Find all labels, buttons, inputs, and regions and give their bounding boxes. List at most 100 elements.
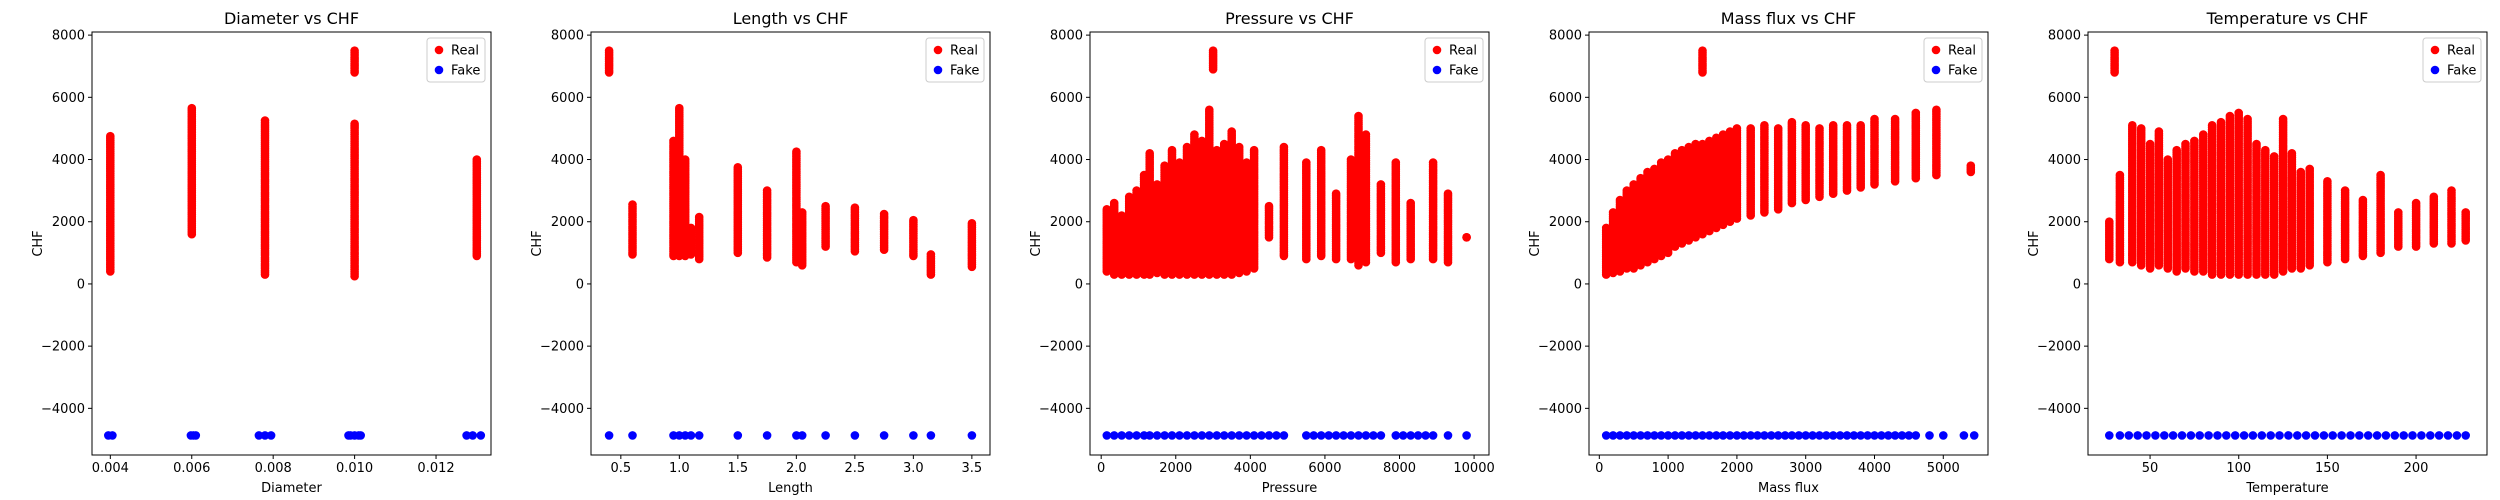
real-point [694,212,704,222]
y-tick-label: 0 [77,277,85,292]
fake-point [1780,431,1790,440]
real-point [1705,136,1714,146]
fake-point [1746,431,1755,440]
legend-marker [434,45,444,55]
fake-point [1124,431,1134,440]
fake-point [356,431,366,440]
y-tick-label: −4000 [1538,402,1582,417]
real-point [1932,105,1941,115]
real-point [2190,136,2199,146]
real-point [1152,180,1162,189]
fake-point [1849,431,1859,440]
real-point [1911,108,1921,118]
fake-point [1753,431,1762,440]
points [1102,46,1471,440]
fake-point [1643,431,1652,440]
real-point [1124,192,1134,202]
real-point [1608,208,1618,217]
y-tick-label: 8000 [52,29,85,44]
fake-point [1406,431,1415,440]
y-tick-label: −4000 [41,402,85,417]
legend-label: Real [950,44,978,59]
fake-point [1725,431,1735,440]
real-point [1725,127,1735,136]
fake-point [1877,431,1886,440]
fake-point [1608,431,1618,440]
real-point [1197,136,1207,146]
fake-point [1773,431,1783,440]
y-tick-label: 0 [1075,277,1083,292]
fake-point [762,431,772,440]
x-axis-label: Mass flux [1758,481,1819,496]
real-point [2105,217,2114,226]
points [604,46,977,440]
fake-point [675,431,684,440]
y-tick-label: 2000 [1050,215,1083,230]
real-point [1249,145,1259,155]
fake-point [1828,431,1838,440]
y-tick-label: 4000 [1050,153,1083,168]
real-point [1132,186,1141,195]
fake-point [1884,431,1893,440]
fake-point [1712,431,1721,440]
real-point [1760,121,1769,130]
legend-marker [434,65,444,75]
fake-point [1622,431,1632,440]
fake-point [1629,431,1638,440]
fake-point [1219,431,1229,440]
real-point [2110,46,2119,55]
fake-point [1264,431,1274,440]
x-tick-label: 6000 [1308,461,1341,476]
fake-point [1767,431,1776,440]
fake-point [1242,431,1251,440]
fake-point [733,431,743,440]
real-point [1828,121,1838,130]
real-point [1102,205,1112,214]
axes-frame [1089,31,1490,456]
fake-point [462,431,471,440]
y-tick-label: 6000 [1549,91,1582,106]
fake-point [1760,431,1769,440]
real-point [1691,139,1700,149]
fake-point [1969,431,1979,440]
legend-label: Real [1948,44,1976,59]
real-point [1190,130,1199,139]
x-axis-label: Pressure [1262,481,1318,496]
real-point [1212,145,1222,155]
real-point [628,200,637,209]
y-tick-label: 6000 [551,91,584,106]
fake-point [1257,431,1266,440]
legend-marker [1432,65,1442,75]
fake-point [191,431,201,440]
real-point [1160,161,1169,170]
fake-point [1391,431,1401,440]
fake-point [1615,431,1625,440]
y-tick-label: 4000 [551,153,584,168]
fake-point [604,431,614,440]
fake-point [468,431,478,440]
fake-point [1794,431,1804,440]
fake-point [1428,431,1438,440]
x-tick-label: 10000 [1453,461,1494,476]
real-point [2199,130,2208,139]
fake-point [1698,431,1707,440]
real-point [1331,189,1341,198]
real-point [1428,158,1438,167]
real-point [1842,121,1852,130]
x-tick-label: 1000 [1652,461,1685,476]
real-point [792,147,801,156]
legend-label: Fake [950,64,979,79]
real-point [1815,124,1824,133]
fake-point [1354,431,1363,440]
real-point [1636,173,1645,183]
fake-point [1670,431,1680,440]
real-point [1182,142,1192,152]
real-point [797,208,807,217]
legend-marker [1931,45,1941,55]
real-point [1773,124,1783,133]
x-axis-label: Diameter [261,481,322,496]
fake-point [850,431,860,440]
